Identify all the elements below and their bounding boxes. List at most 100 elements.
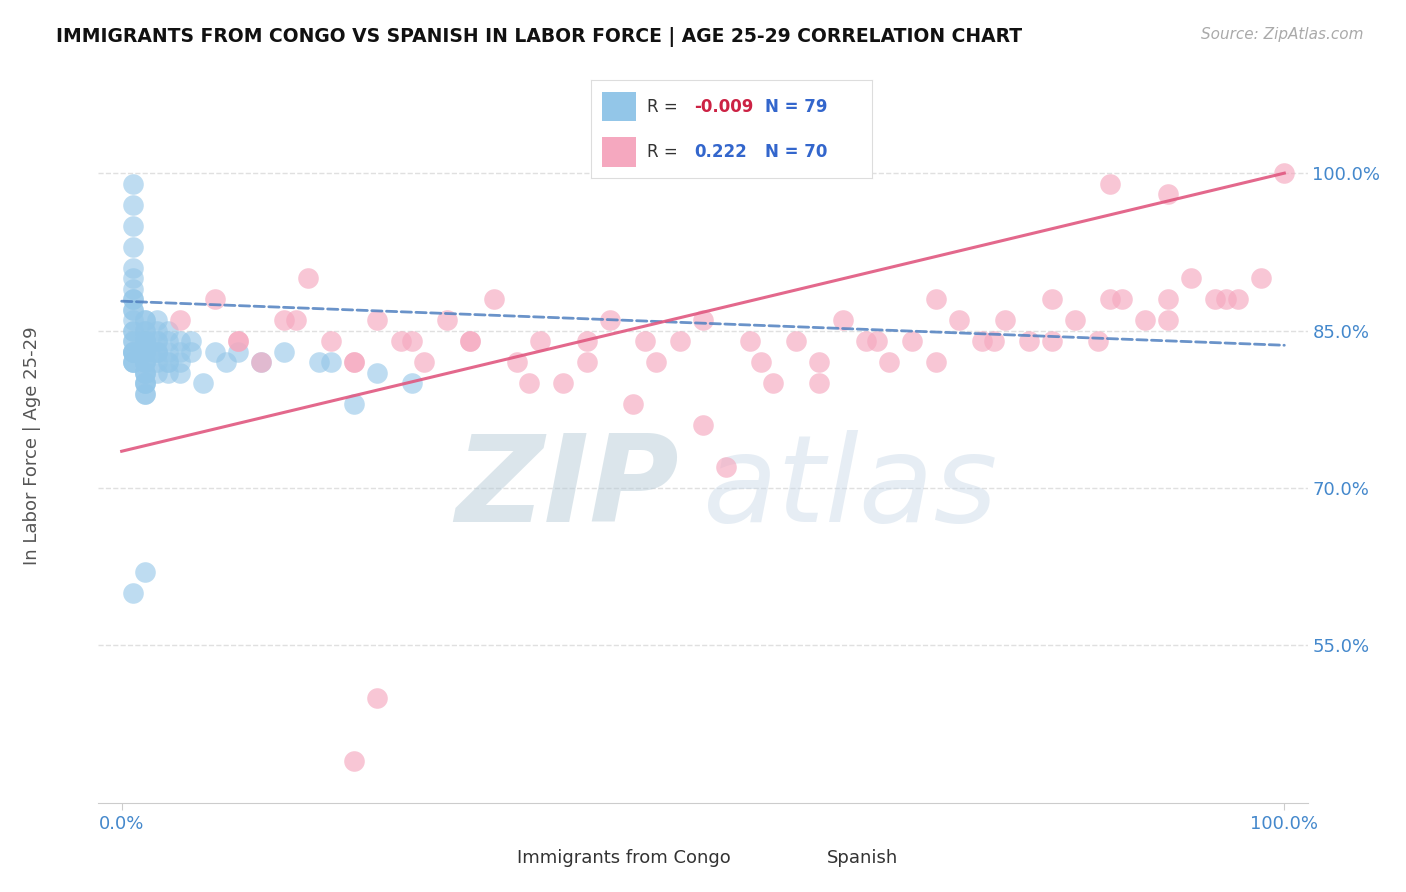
Point (250, 355, 273, 369)
Point (122, 334, 145, 348)
Point (1180, 271, 1202, 285)
Point (122, 324, 145, 338)
Text: IMMIGRANTS FROM CONGO VS SPANISH IN LABOR FORCE | AGE 25-29 CORRELATION CHART: IMMIGRANTS FROM CONGO VS SPANISH IN LABO… (56, 27, 1022, 46)
Point (343, 355, 366, 369)
Text: N = 79: N = 79 (765, 98, 827, 116)
Point (204, 292, 226, 306)
Point (366, 690, 388, 705)
Point (157, 355, 180, 369)
Point (273, 344, 295, 359)
Point (134, 386, 156, 401)
Text: N = 70: N = 70 (765, 143, 827, 161)
Point (749, 355, 772, 369)
Point (692, 417, 714, 432)
Text: ZIP: ZIP (456, 430, 679, 548)
Point (134, 355, 156, 369)
Point (169, 344, 191, 359)
Point (1157, 313, 1180, 327)
Point (634, 334, 657, 348)
Point (901, 334, 924, 348)
Point (762, 376, 785, 390)
Point (436, 313, 458, 327)
Point (692, 313, 714, 327)
Point (413, 355, 436, 369)
Point (134, 376, 156, 390)
Point (169, 334, 191, 348)
Point (553, 376, 575, 390)
Point (924, 355, 946, 369)
Text: In Labor Force | Age 25-29: In Labor Force | Age 25-29 (22, 326, 41, 566)
Point (122, 219, 145, 233)
Point (122, 344, 145, 359)
Point (460, 334, 482, 348)
Point (1250, 271, 1272, 285)
Point (134, 344, 156, 359)
Point (319, 334, 342, 348)
Point (169, 355, 191, 369)
Point (970, 334, 993, 348)
Point (157, 355, 180, 369)
Point (1040, 292, 1063, 306)
Point (145, 334, 167, 348)
Point (145, 355, 167, 369)
Point (169, 366, 191, 380)
Point (134, 334, 156, 348)
Point (134, 366, 156, 380)
Point (122, 334, 145, 348)
Point (877, 355, 900, 369)
Point (122, 302, 145, 317)
Point (134, 355, 156, 369)
Point (1018, 334, 1040, 348)
Point (122, 271, 145, 285)
Text: R =: R = (647, 98, 683, 116)
Point (529, 334, 551, 348)
Point (319, 355, 342, 369)
Text: 0.222: 0.222 (695, 143, 748, 161)
Point (994, 313, 1017, 327)
Point (134, 344, 156, 359)
Point (145, 324, 167, 338)
Point (575, 355, 598, 369)
Point (855, 334, 877, 348)
Point (621, 397, 644, 411)
Point (122, 177, 145, 191)
Bar (602, 92, 636, 121)
Point (808, 376, 831, 390)
Point (122, 355, 145, 369)
Point (134, 313, 156, 327)
Point (145, 366, 167, 380)
Point (134, 344, 156, 359)
Point (134, 355, 156, 369)
Point (145, 313, 167, 327)
Point (1040, 334, 1063, 348)
Point (122, 260, 145, 275)
Point (122, 344, 145, 359)
Point (204, 344, 226, 359)
Point (157, 324, 180, 338)
Point (145, 344, 167, 359)
Point (122, 282, 145, 296)
Point (226, 334, 249, 348)
Point (157, 366, 180, 380)
Point (1111, 292, 1133, 306)
Point (191, 376, 214, 390)
Point (460, 334, 482, 348)
Text: Source: ZipAtlas.com: Source: ZipAtlas.com (1201, 27, 1364, 42)
Point (273, 313, 295, 327)
Point (1098, 292, 1121, 306)
Text: -0.009: -0.009 (695, 98, 754, 116)
Point (122, 302, 145, 317)
Point (599, 313, 621, 327)
Point (134, 376, 156, 390)
Point (250, 355, 273, 369)
Text: Immigrants from Congo: Immigrants from Congo (517, 849, 731, 867)
Point (122, 344, 145, 359)
Point (122, 324, 145, 338)
Point (285, 313, 308, 327)
Point (122, 292, 145, 306)
Point (785, 334, 807, 348)
Text: atlas: atlas (703, 430, 998, 548)
Point (401, 334, 423, 348)
Point (134, 565, 156, 579)
Point (1133, 313, 1156, 327)
